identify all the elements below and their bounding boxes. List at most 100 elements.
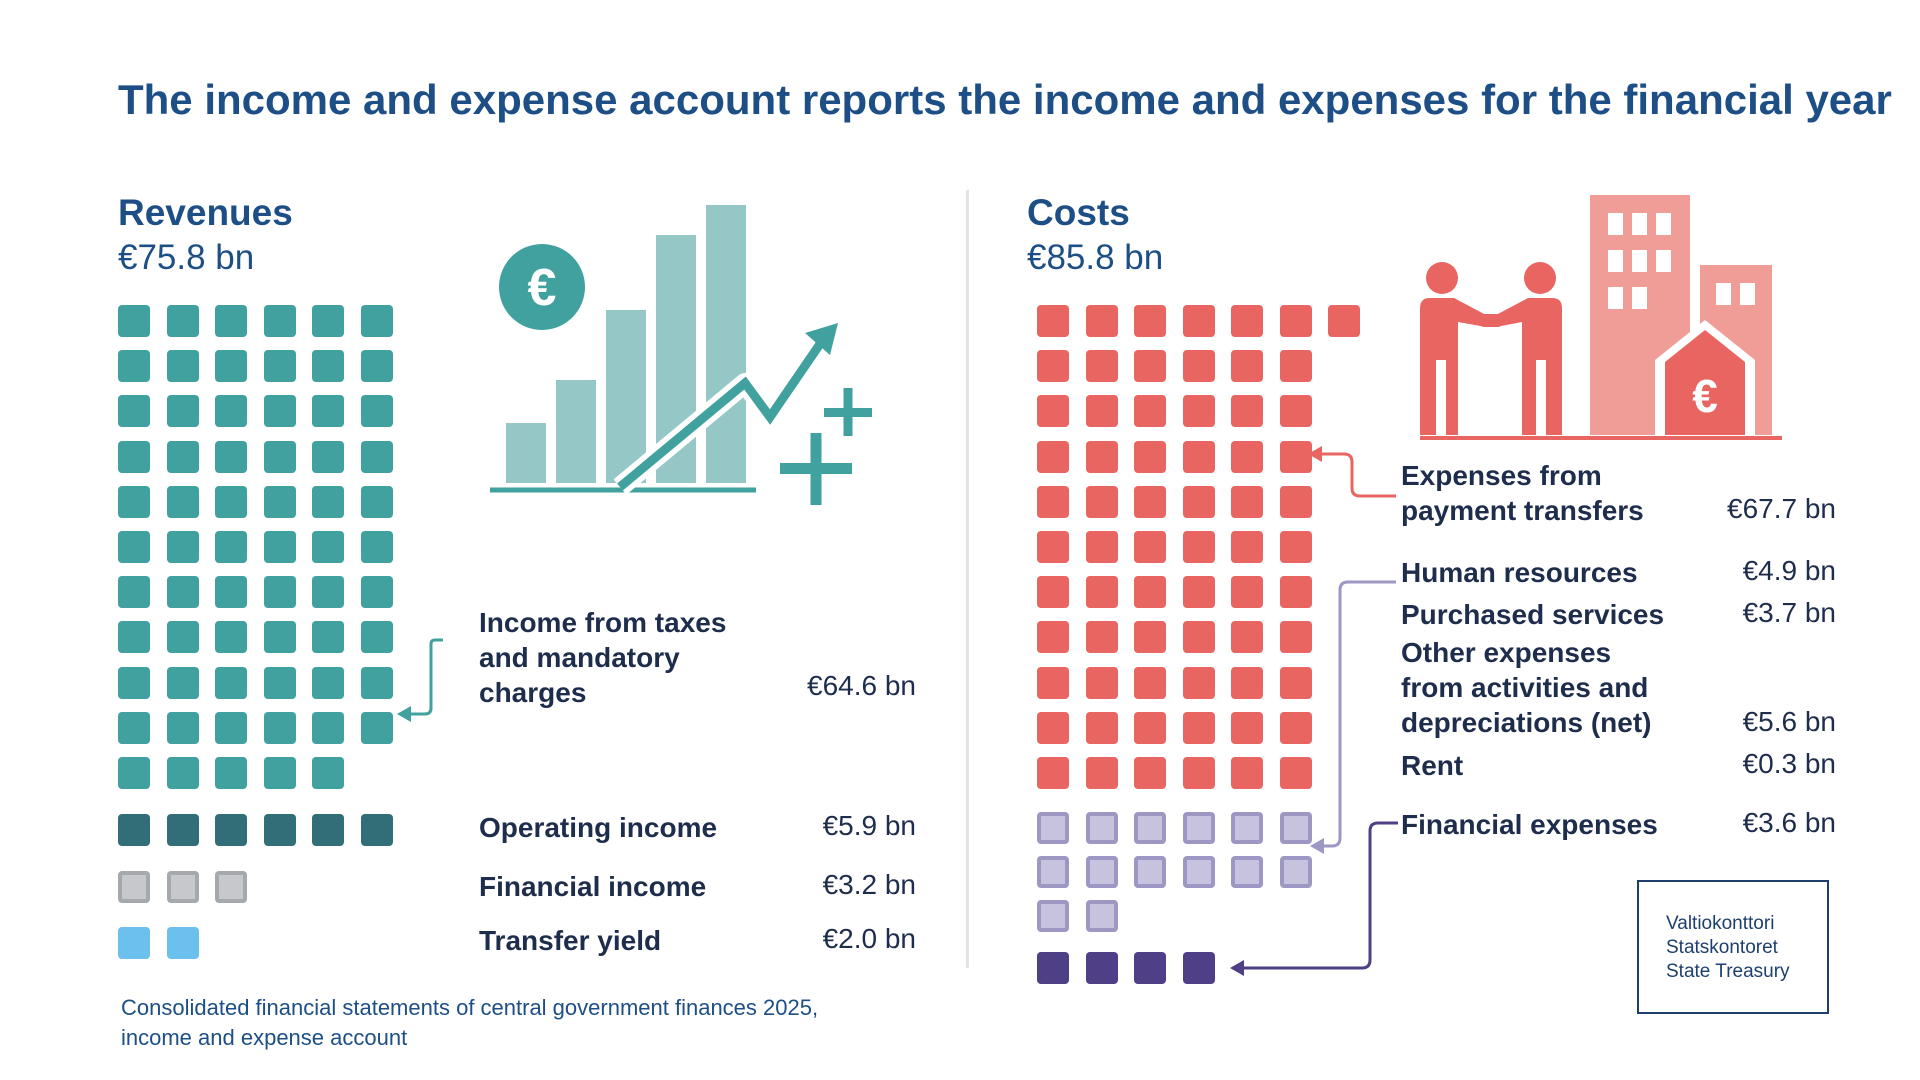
payment-transfers-square — [1085, 395, 1118, 428]
tax-income-square — [118, 711, 150, 744]
logo-line: State Treasury — [1666, 961, 1790, 982]
tax-income-square — [118, 621, 150, 654]
tax-income-square — [360, 576, 393, 609]
handshake-buildings-euro-icon: € — [1420, 195, 1782, 440]
tax-income-square — [312, 576, 344, 609]
payment-transfers-square — [1037, 440, 1069, 473]
tax-income-square — [166, 757, 199, 789]
tax-income-square — [312, 711, 344, 744]
payment-transfers-square — [1037, 757, 1069, 789]
financial-expenses-value: €3.6 bn — [1742, 807, 1836, 838]
tax-income-square — [360, 531, 393, 563]
operating-income-square — [166, 814, 199, 846]
tax-income-square — [118, 757, 150, 789]
payment-transfers-square — [1182, 711, 1215, 744]
tax-income-square — [118, 305, 150, 337]
tax-income-square — [215, 576, 247, 609]
operating-costs-square — [1231, 856, 1263, 888]
tax-income-square — [263, 440, 296, 473]
payment-transfers-square — [1182, 485, 1215, 518]
tax-income-square — [263, 305, 296, 337]
tax-income-square — [215, 711, 247, 744]
operating-income-square — [215, 814, 247, 846]
payment-transfers-square — [1231, 757, 1263, 789]
payment-transfers-label: Expenses from payment transfers — [1401, 458, 1644, 528]
tax-income-square — [360, 666, 393, 699]
tax-income-square — [263, 485, 296, 518]
operating-income-value: €5.9 bn — [822, 810, 916, 841]
payment-transfers-square — [1037, 305, 1069, 337]
tax-income-square — [166, 440, 199, 473]
purchased-services-value: €3.7 bn — [1742, 597, 1836, 628]
tax-income-square — [166, 485, 199, 518]
tax-income-square — [166, 531, 199, 563]
tax-income-square — [118, 531, 150, 563]
tax-income-square — [166, 576, 199, 609]
tax-income-square — [263, 621, 296, 654]
human-resources-label: Human resources — [1401, 557, 1638, 588]
operating-costs-square — [1279, 812, 1312, 844]
tax-income-square — [166, 395, 199, 428]
payment-transfers-square — [1279, 621, 1312, 654]
tax-income-square — [215, 757, 247, 789]
tax-income-square — [215, 350, 247, 383]
tax-income-square — [360, 485, 393, 518]
transfer-yield-square — [118, 927, 150, 959]
tax-income-square — [360, 711, 393, 744]
payment-transfers-square — [1279, 531, 1312, 563]
page-title: The income and expense account reports t… — [118, 76, 1892, 123]
payment-transfers-square — [1037, 395, 1069, 428]
payment-transfers-square — [1279, 666, 1312, 699]
rent-label: Rent — [1401, 750, 1464, 781]
payment-transfers-square — [1134, 305, 1166, 337]
payment-transfers-square — [1328, 305, 1360, 337]
tax-income-square — [263, 666, 296, 699]
operating-costs-square — [1037, 900, 1069, 932]
payment-transfers-square — [1134, 350, 1166, 383]
other-expenses-label-line: from activities and — [1401, 672, 1649, 703]
tax-income-square — [360, 440, 393, 473]
source-note-line: income and expense account — [121, 1025, 408, 1050]
tax-income-square — [215, 440, 247, 473]
payment-transfers-square — [1085, 305, 1118, 337]
payment-transfers-square — [1182, 395, 1215, 428]
transfer-yield-label: Transfer yield — [479, 925, 662, 956]
payment-transfers-square — [1085, 621, 1118, 654]
payment-transfers-square — [1279, 395, 1312, 428]
tax-income-square — [360, 350, 393, 383]
payment-transfers-square — [1231, 395, 1263, 428]
payment-transfers-square — [1182, 576, 1215, 609]
payment-transfers-square — [1231, 440, 1263, 473]
operating-income-square — [263, 814, 296, 846]
tax-income-square — [118, 440, 150, 473]
payment-transfers-square — [1279, 440, 1312, 473]
payment-transfers-square — [1085, 485, 1118, 518]
payment-transfers-square — [1279, 305, 1312, 337]
operating-income-square — [118, 814, 150, 846]
taxes-value: €64.6 bn — [807, 670, 916, 701]
operating-income-square — [312, 814, 344, 846]
operating-costs-square — [1182, 812, 1215, 844]
taxes-label: Income from taxes and mandatory charges — [479, 605, 726, 710]
tax-income-square — [263, 757, 296, 789]
payment-transfers-square — [1134, 485, 1166, 518]
tax-income-square — [312, 440, 344, 473]
payment-transfers-square — [1182, 757, 1215, 789]
payment-transfers-square — [1134, 395, 1166, 428]
transfer-yield-value: €2.0 bn — [822, 923, 916, 954]
operating-costs-pointer-arrow — [1310, 580, 1396, 854]
tax-income-square — [166, 711, 199, 744]
financial-income-square — [118, 871, 150, 903]
tax-income-square — [263, 350, 296, 383]
tax-income-square — [118, 485, 150, 518]
payment-transfers-value: €67.7 bn — [1727, 493, 1836, 524]
tax-income-square — [360, 395, 393, 428]
payment-transfers-square — [1279, 711, 1312, 744]
tax-income-square — [166, 305, 199, 337]
payment-transfers-square — [1279, 485, 1312, 518]
tax-income-square — [118, 576, 150, 609]
taxes-label-line: charges — [479, 677, 587, 708]
payment-transfers-square — [1231, 485, 1263, 518]
payment-transfers-label-line: payment transfers — [1401, 495, 1644, 526]
payment-transfers-square — [1037, 576, 1069, 609]
